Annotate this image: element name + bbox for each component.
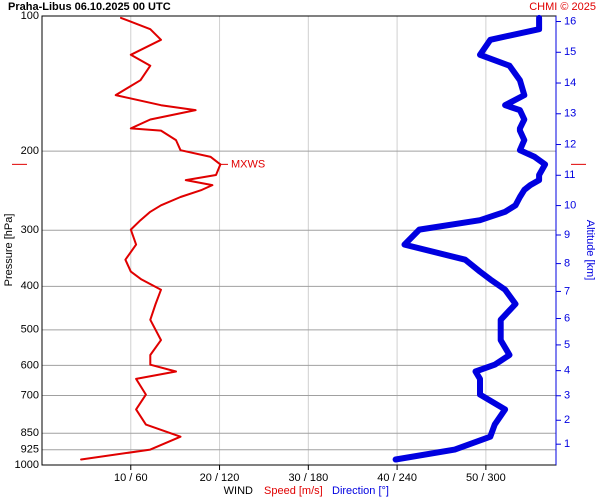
y2-tick-label: 11	[564, 169, 575, 181]
y2-tick-label: 16	[564, 15, 576, 27]
y2-tick-label: 3	[564, 390, 570, 402]
y-tick-label: 100	[21, 10, 39, 22]
y2-tick-label: 6	[564, 312, 570, 324]
annotation: MXWS	[231, 158, 265, 170]
y-tick-label: 925	[21, 444, 39, 456]
y-tick-label: 500	[21, 324, 39, 336]
y2-axis-label: Altitude [km]	[584, 220, 596, 281]
legend-entry: Speed [m/s]	[264, 485, 323, 497]
y-tick-label: 300	[21, 224, 39, 236]
y-tick-label: 600	[21, 359, 39, 371]
y2-tick-label: 12	[564, 138, 576, 150]
y2-tick-label: 13	[564, 108, 576, 120]
chart-title: Praha-Libus 06.10.2025 00 UTC	[8, 1, 171, 13]
y-tick-label: 700	[21, 389, 39, 401]
legend-entry: Direction [°]	[332, 485, 389, 497]
x-tick-label: 10 / 60	[114, 472, 148, 484]
y2-tick-label: 4	[564, 365, 570, 377]
y-tick-label: 400	[21, 280, 39, 292]
x-axis-label: WIND	[224, 485, 253, 497]
y2-tick-label: 14	[564, 77, 576, 89]
speed-line	[80, 16, 222, 461]
x-tick-label: 20 / 120	[200, 472, 240, 484]
y2-tick-label: 7	[564, 285, 570, 297]
y-tick-label: 850	[21, 427, 39, 439]
x-tick-label: 40 / 240	[377, 472, 417, 484]
y-axis-label: Pressure [hPa]	[3, 214, 15, 287]
plot-frame	[41, 15, 557, 466]
y2-tick-label: 10	[564, 199, 576, 211]
y2-tick-label: 9	[564, 229, 570, 241]
credit: CHMI © 2025	[529, 1, 596, 13]
direction-line	[392, 14, 549, 463]
y-tick-label: 1000	[15, 459, 39, 471]
x-tick-label: 50 / 300	[466, 472, 506, 484]
y-tick-label: 200	[21, 145, 39, 157]
y2-tick-label: 8	[564, 258, 570, 270]
y2-tick-label: 1	[564, 438, 570, 450]
y2-tick-label: 5	[564, 339, 570, 351]
y2-tick-label: 2	[564, 414, 570, 426]
x-tick-label: 30 / 180	[288, 472, 328, 484]
y2-tick-label: 15	[564, 46, 576, 58]
